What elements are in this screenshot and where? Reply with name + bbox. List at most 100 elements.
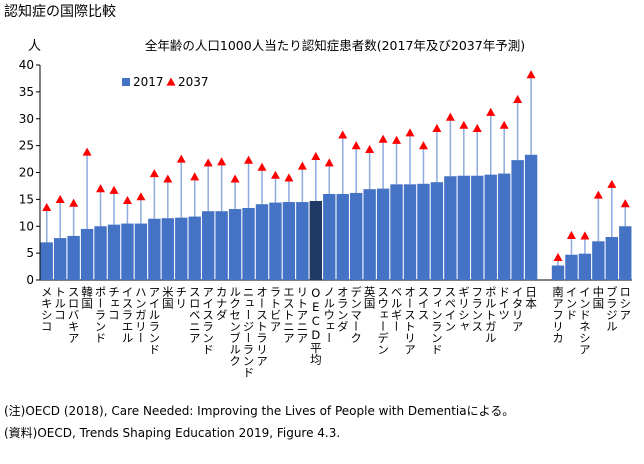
marker: [365, 144, 375, 153]
marker: [513, 94, 523, 103]
bar: [511, 160, 524, 280]
bar: [349, 192, 363, 280]
bar: [161, 218, 175, 280]
marker: [499, 120, 509, 129]
y-tick-label: 20: [19, 166, 34, 180]
bar: [497, 173, 511, 280]
x-tick-label: イタリア: [511, 286, 525, 332]
x-tick-label: トルコ: [53, 286, 67, 321]
marker: [566, 230, 576, 239]
y-tick-label: 25: [19, 139, 34, 153]
bar: [107, 224, 121, 280]
x-tick-label: ルクセンブルク: [228, 286, 242, 367]
bar: [444, 176, 457, 280]
marker: [203, 158, 213, 167]
marker: [257, 162, 267, 171]
x-tick-label: メキシコ: [40, 286, 54, 332]
marker: [593, 190, 603, 199]
x-tick-label: ノルウェー: [322, 286, 336, 344]
marker: [324, 158, 334, 167]
marker: [311, 151, 321, 160]
bar: [255, 204, 269, 280]
x-tick-label: インドネシア: [578, 286, 592, 355]
y-tick-label: 10: [19, 219, 34, 233]
marker: [351, 141, 361, 150]
x-tick-label: リトアニア: [295, 286, 309, 344]
marker: [96, 184, 106, 193]
bar: [309, 200, 323, 280]
marker: [472, 123, 482, 133]
y-tick-label: 35: [19, 85, 34, 99]
marker: [55, 194, 65, 203]
x-tick-label: フランス: [470, 286, 484, 332]
bar: [592, 241, 605, 280]
x-tick-label: 中国: [591, 286, 605, 310]
bar: [282, 202, 296, 280]
x-tick-label: 韓国: [80, 286, 94, 310]
marker: [553, 252, 563, 262]
x-tick-label: 英国: [363, 285, 377, 310]
bar: [363, 189, 376, 280]
bar: [188, 216, 201, 280]
x-tick-label: OECD平均: [309, 286, 323, 366]
x-tick-label: スペイン: [443, 286, 457, 332]
bar: [430, 182, 444, 280]
bar: [134, 223, 148, 280]
marker: [445, 112, 455, 121]
marker: [580, 231, 590, 240]
marker: [405, 128, 415, 137]
marker: [42, 202, 52, 212]
marker: [122, 195, 132, 205]
x-tick-label: オランダ: [336, 286, 350, 332]
marker: [163, 174, 173, 183]
bar: [484, 174, 497, 280]
note: (資料)OECD, Trends Shaping Education 2019,…: [4, 426, 340, 440]
marker: [607, 179, 617, 188]
bar: [403, 184, 417, 280]
x-tick-label: デンマーク: [349, 285, 363, 343]
marker: [526, 70, 536, 79]
x-tick-label: インド: [564, 286, 578, 321]
marker: [230, 174, 240, 183]
y-tick-label: 40: [19, 58, 34, 72]
x-tick-label: ラトビア: [268, 286, 282, 332]
note: (注)OECD (2018), Care Needed: Improving t…: [4, 403, 514, 418]
y-tick-label: 0: [26, 273, 34, 287]
bar: [578, 253, 592, 280]
bar: [148, 218, 161, 280]
bar: [80, 228, 94, 280]
x-tick-label: アイスランド: [201, 286, 215, 355]
bar: [242, 207, 255, 280]
y-unit: 人: [28, 39, 41, 54]
bar: [228, 209, 242, 280]
bar: [619, 226, 632, 280]
x-tick-label: スイス: [416, 286, 430, 321]
x-tick-label: チリ: [174, 286, 188, 309]
bar: [605, 237, 619, 280]
marker: [176, 154, 186, 163]
marker: [69, 198, 79, 207]
bar: [175, 217, 188, 280]
bar: [336, 194, 349, 280]
marker: [284, 173, 294, 182]
marker: [136, 192, 146, 201]
bar: [296, 202, 309, 280]
marker: [338, 130, 348, 139]
x-tick-label: ニュージーランド: [242, 286, 256, 378]
bar: [53, 238, 67, 280]
marker: [217, 157, 227, 166]
bar: [94, 226, 107, 280]
x-tick-label: スウェーデン: [376, 286, 390, 355]
x-tick-label: ドイツ: [497, 286, 511, 321]
x-tick-label: フィンランド: [430, 286, 444, 355]
marker: [82, 147, 92, 156]
x-tick-label: アイルランド: [147, 286, 161, 355]
x-tick-label: ロシア: [618, 286, 632, 321]
x-tick-label: スロベニア: [188, 286, 202, 344]
bar: [269, 202, 282, 280]
legend-swatch: [166, 77, 176, 86]
marker: [244, 155, 254, 164]
marker: [109, 185, 119, 194]
y-tick-label: 15: [19, 192, 34, 206]
